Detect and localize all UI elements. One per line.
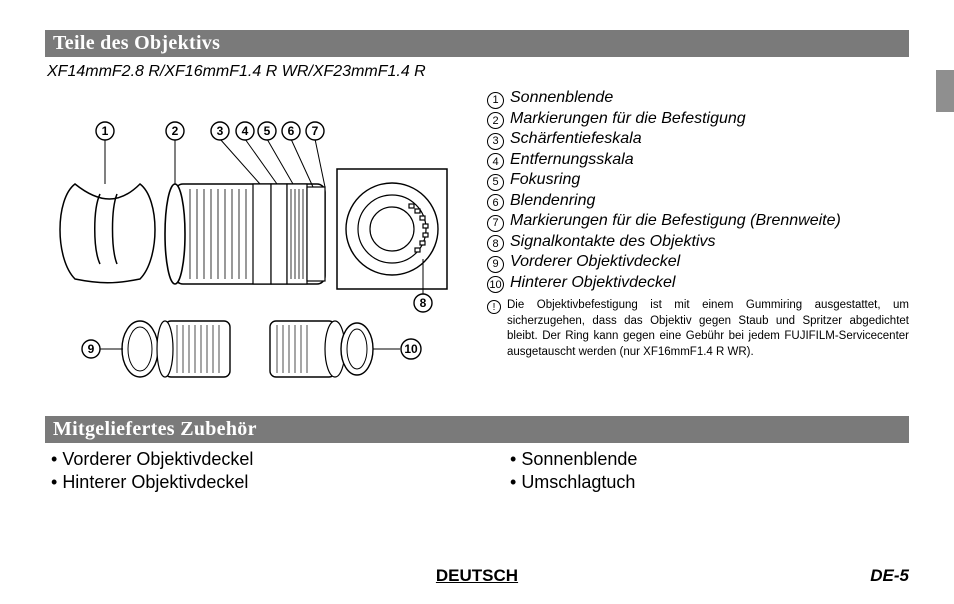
- info-icon: !: [487, 300, 501, 314]
- svg-text:1: 1: [102, 124, 109, 138]
- acc-item: Sonnenblende: [510, 449, 909, 470]
- page-number: DE-5: [870, 566, 909, 586]
- page-footer: DEUTSCH DE-5: [45, 566, 909, 586]
- svg-text:6: 6: [288, 124, 295, 138]
- part-3: 3Schärfentiefeskala: [487, 130, 909, 149]
- lens-diagram: 1 2 3 4 5 6 7 8 9 10: [45, 89, 475, 394]
- page-tab: [936, 70, 954, 112]
- part-7: 7Markierungen für die Befestigung (Brenn…: [487, 212, 909, 231]
- acc-item: Vorderer Objektivdeckel: [51, 449, 450, 470]
- part-10: 10Hinterer Objektivdeckel: [487, 274, 909, 293]
- part-6: 6Blendenring: [487, 192, 909, 211]
- model-line: XF14mmF2.8 R/XF16mmF1.4 R WR/XF23mmF1.4 …: [45, 63, 909, 81]
- mount-note: ! Die Objektivbefestigung ist mit einem …: [487, 298, 909, 360]
- svg-text:7: 7: [312, 124, 319, 138]
- part-9: 9Vorderer Objektivdeckel: [487, 253, 909, 272]
- footer-language: DEUTSCH: [436, 566, 518, 586]
- svg-text:10: 10: [404, 342, 418, 356]
- svg-text:2: 2: [172, 124, 179, 138]
- svg-text:3: 3: [217, 124, 224, 138]
- acc-item: Umschlagtuch: [510, 472, 909, 493]
- svg-text:8: 8: [420, 296, 427, 310]
- parts-legend: 1Sonnenblende 2Markierungen für die Befe…: [487, 89, 909, 394]
- svg-text:9: 9: [88, 342, 95, 356]
- part-4: 4Entfernungsskala: [487, 151, 909, 170]
- acc-item: Hinterer Objektivdeckel: [51, 472, 450, 493]
- section-accessories-header: Mitgeliefertes Zubehör: [45, 416, 909, 443]
- part-1: 1Sonnenblende: [487, 89, 909, 108]
- part-5: 5Fokusring: [487, 171, 909, 190]
- svg-text:4: 4: [242, 124, 249, 138]
- accessories-list: Vorderer Objektivdeckel Hinterer Objekti…: [45, 449, 909, 495]
- svg-text:5: 5: [264, 124, 271, 138]
- part-8: 8Signalkontakte des Objektivs: [487, 233, 909, 252]
- section-parts-header: Teile des Objektivs: [45, 30, 909, 57]
- part-2: 2Markierungen für die Befestigung: [487, 110, 909, 129]
